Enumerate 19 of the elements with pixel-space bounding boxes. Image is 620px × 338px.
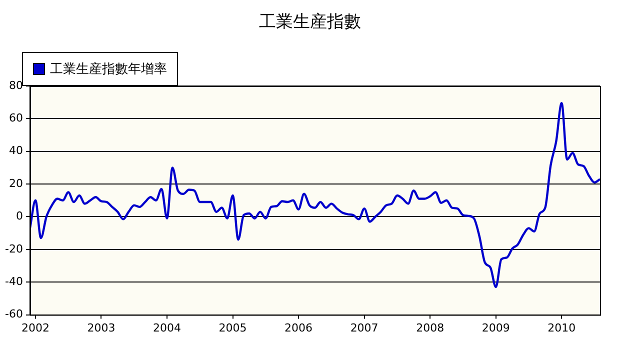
chart-title: 工業生産指數 xyxy=(258,11,362,33)
x-tick-label: 2002 xyxy=(21,321,50,334)
x-tick-label: 2005 xyxy=(218,321,247,334)
y-tick-label: 80 xyxy=(8,78,23,92)
y-tick-label: 0 xyxy=(16,210,23,223)
x-tick-label: 2006 xyxy=(284,321,313,334)
y-tick-label: -60 xyxy=(5,308,23,321)
x-tick-label: 2003 xyxy=(87,321,116,334)
x-tick-label: 2008 xyxy=(416,321,444,334)
y-tick-label: -40 xyxy=(5,274,23,288)
x-tick-label: 2004 xyxy=(152,321,181,334)
y-tick-label: -20 xyxy=(5,242,23,256)
legend-label: 工業生産指數年增率 xyxy=(50,61,167,78)
x-tick-label: 2009 xyxy=(482,321,510,334)
y-tick-label: 60 xyxy=(8,112,23,125)
y-tick-label: 20 xyxy=(8,176,23,190)
y-tick-label: 40 xyxy=(8,144,23,158)
x-tick-label: 2007 xyxy=(350,321,378,334)
x-tick-label: 2010 xyxy=(548,321,576,334)
